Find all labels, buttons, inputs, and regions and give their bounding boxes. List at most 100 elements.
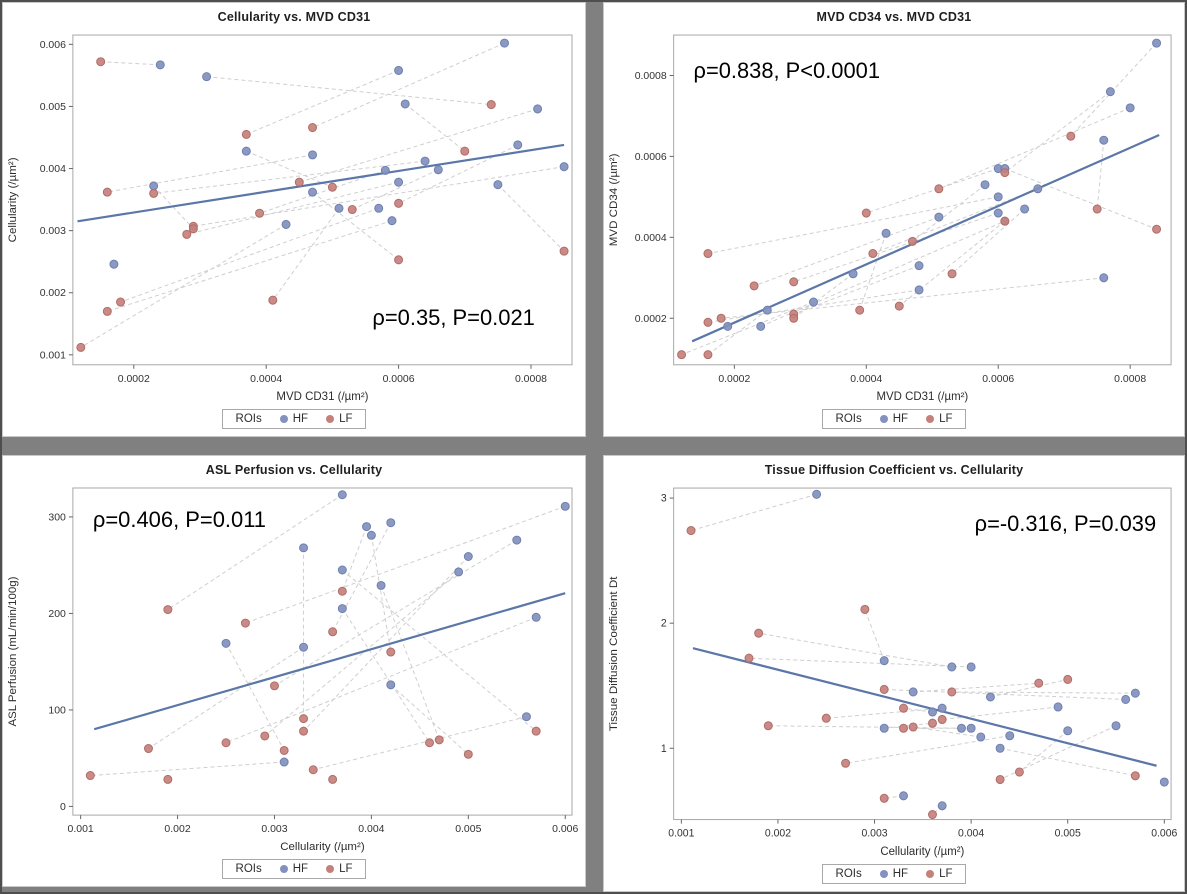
data-point-lf xyxy=(102,306,112,316)
connector-line xyxy=(748,657,972,668)
data-point-hf xyxy=(914,285,924,295)
connector-line xyxy=(100,61,161,66)
data-point-hf xyxy=(881,228,891,238)
legend: ROIs HF LF xyxy=(604,862,1184,891)
y-tick-label: 0.0002 xyxy=(635,313,667,325)
annotation-correlation: ρ=0.406, P=0.011 xyxy=(93,507,266,532)
x-tick-label: 0.0008 xyxy=(515,373,547,385)
data-point-lf xyxy=(241,129,251,139)
legend-item-lf: LF xyxy=(926,868,952,880)
data-point-lf xyxy=(1000,168,1010,178)
hf-marker-icon xyxy=(879,415,888,423)
connector-line xyxy=(342,569,537,732)
connector-line xyxy=(341,526,368,592)
connector-line xyxy=(225,616,537,744)
panel-title: Tissue Diffusion Coefficient vs. Cellula… xyxy=(764,463,1024,477)
panel-title: ASL Perfusion vs. Cellularity xyxy=(205,463,383,477)
data-point-lf xyxy=(907,236,917,246)
data-point-lf xyxy=(928,718,937,728)
hf-marker-icon xyxy=(279,865,288,873)
data-point-lf xyxy=(425,738,435,748)
regression-line xyxy=(93,592,566,731)
x-tick-label: 0.0006 xyxy=(383,373,415,385)
connector-line xyxy=(497,184,565,252)
data-point-lf xyxy=(749,281,759,291)
connector-line xyxy=(942,706,1059,720)
data-point-lf xyxy=(328,774,338,784)
connector-line xyxy=(690,493,817,532)
connector-line xyxy=(193,166,565,227)
data-point-hf xyxy=(308,150,318,160)
data-point-lf xyxy=(937,714,947,725)
data-point-hf xyxy=(980,180,990,190)
connector-line xyxy=(758,632,952,668)
connector-line xyxy=(721,277,1104,319)
data-point-lf xyxy=(294,177,304,187)
data-point-hf xyxy=(993,208,1003,218)
x-tick-label: 0.005 xyxy=(1055,828,1081,840)
legend-item-lf: LF xyxy=(926,413,952,425)
data-point-lf xyxy=(1152,224,1162,234)
data-point-lf xyxy=(703,248,713,259)
lf-marker-icon xyxy=(926,415,935,423)
connector-line xyxy=(259,169,386,214)
legend-label-lf: LF xyxy=(939,413,953,425)
data-point-hf xyxy=(299,543,309,553)
legend-item-hf: HF xyxy=(879,868,908,880)
data-point-lf xyxy=(899,723,908,733)
data-point-lf xyxy=(308,765,318,775)
data-point-hf xyxy=(387,216,397,226)
data-point-hf xyxy=(513,140,523,150)
data-point-lf xyxy=(299,714,309,724)
data-point-lf xyxy=(1092,204,1102,214)
legend-label-lf: LF xyxy=(339,863,353,875)
connector-line xyxy=(826,707,943,719)
annotation-correlation: ρ=0.35, P=0.021 xyxy=(372,305,535,330)
data-point-hf xyxy=(221,638,231,648)
connector-line xyxy=(760,220,1006,327)
data-point-hf xyxy=(337,490,347,500)
connector-line xyxy=(1096,140,1105,210)
data-point-hf xyxy=(155,60,165,70)
scatter-plot: 0.0002 0.0004 0.0006 0.0008 0.0002 0.0004 0.00… xyxy=(608,34,1172,403)
regression-line xyxy=(692,647,1157,767)
data-point-lf xyxy=(677,350,687,360)
legend-item-hf: HF xyxy=(279,863,308,875)
data-point-lf xyxy=(347,205,357,215)
hf-marker-icon xyxy=(879,870,888,878)
connector-line xyxy=(845,735,1010,764)
connector-line xyxy=(299,108,538,183)
data-point-lf xyxy=(327,182,337,192)
connector-line xyxy=(866,168,999,214)
x-tick-label: 0.001 xyxy=(668,828,694,840)
panel-asl-perfusion-vs-cellularity: ASL Perfusion vs. Cellularity 0.001 0.002… xyxy=(2,455,586,887)
data-point-lf xyxy=(1130,771,1140,781)
y-tick-label: 0.004 xyxy=(40,163,66,175)
hf-marker-icon xyxy=(279,415,288,423)
connector-line xyxy=(951,691,1136,694)
data-point-lf xyxy=(386,647,396,657)
x-tick-label: 0.002 xyxy=(164,824,190,835)
connector-line xyxy=(245,505,566,624)
data-point-hf xyxy=(241,146,251,156)
y-tick-label: 300 xyxy=(48,512,66,523)
connector-line xyxy=(186,181,399,235)
connector-line xyxy=(793,273,854,319)
connector-line xyxy=(120,207,379,303)
data-point-hf xyxy=(966,723,976,733)
connector-line xyxy=(90,761,285,777)
data-point-lf xyxy=(703,350,713,360)
connector-line xyxy=(884,722,933,729)
panel-cellularity-vs-mvd-cd31: Cellularity vs. MVD CD31 0.0002 0.0004 0.0… xyxy=(2,2,586,437)
legend-label-hf: HF xyxy=(292,413,309,425)
connector-line xyxy=(274,539,518,687)
data-point-lf xyxy=(860,604,870,614)
data-point-lf xyxy=(754,628,764,638)
x-axis-label: Cellularity (/µm²) xyxy=(280,841,365,853)
lf-marker-icon xyxy=(326,415,335,423)
data-point-lf xyxy=(240,618,250,628)
data-point-lf xyxy=(76,342,86,352)
data-point-lf xyxy=(143,744,153,754)
y-tick-label: 0.0008 xyxy=(635,70,667,82)
